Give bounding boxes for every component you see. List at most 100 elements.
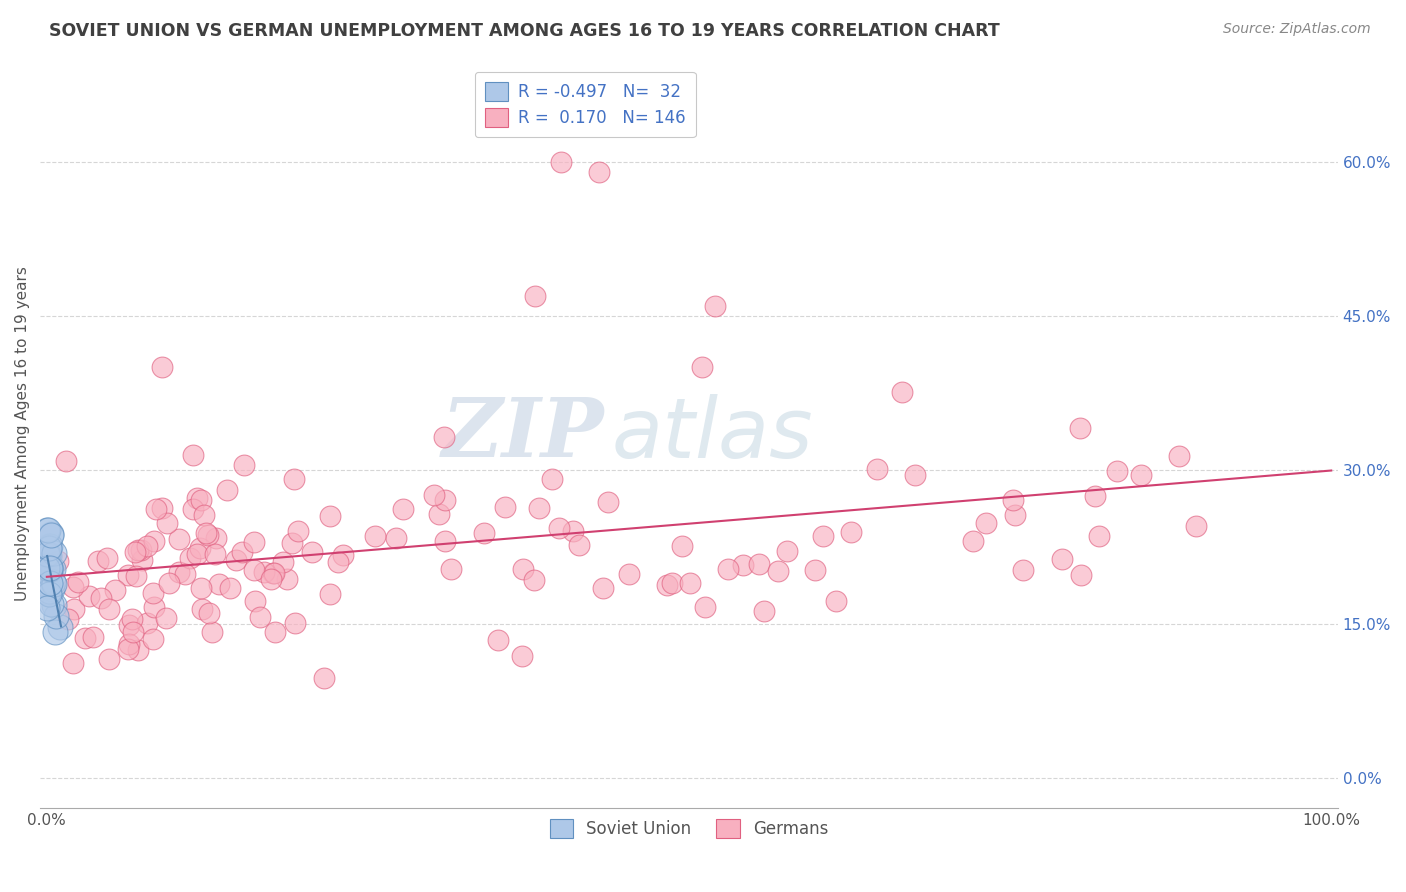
Point: [1069, 421, 1091, 435]
Point: [98, 652, 121, 666]
Point: [747, 558, 769, 572]
Point: [243, 534, 266, 549]
Point: [588, 165, 610, 179]
Point: [703, 299, 725, 313]
Point: [143, 600, 166, 615]
Point: [271, 556, 294, 570]
Point: [205, 531, 228, 545]
Point: [494, 500, 516, 514]
Point: [39, 528, 62, 542]
Point: [284, 615, 307, 630]
Point: [142, 632, 165, 646]
Point: [127, 543, 149, 558]
Point: [150, 500, 173, 515]
Point: [37, 579, 59, 593]
Point: [890, 385, 912, 400]
Point: [155, 516, 177, 531]
Point: [512, 562, 534, 576]
Point: [319, 587, 342, 601]
Point: [42, 598, 65, 612]
Point: [776, 544, 799, 558]
Point: [962, 534, 984, 549]
Point: [1004, 508, 1026, 522]
Point: [45, 609, 67, 624]
Point: [181, 448, 204, 462]
Point: [169, 533, 191, 547]
Point: [550, 155, 572, 169]
Point: [63, 602, 86, 616]
Point: [188, 541, 211, 556]
Point: [866, 462, 889, 476]
Point: [768, 564, 790, 578]
Point: [287, 524, 309, 539]
Point: [440, 562, 463, 576]
Point: [87, 554, 110, 568]
Point: [512, 648, 534, 663]
Point: [262, 566, 284, 581]
Point: [1070, 567, 1092, 582]
Legend: Soviet Union, Germans: Soviet Union, Germans: [543, 813, 835, 845]
Point: [186, 491, 208, 505]
Point: [561, 524, 583, 538]
Point: [67, 574, 90, 589]
Point: [75, 631, 97, 645]
Point: [281, 536, 304, 550]
Point: [243, 562, 266, 576]
Point: [679, 576, 702, 591]
Point: [121, 612, 143, 626]
Point: [204, 547, 226, 561]
Point: [145, 502, 167, 516]
Point: [547, 521, 569, 535]
Point: [392, 502, 415, 516]
Point: [803, 563, 825, 577]
Point: [193, 508, 215, 522]
Point: [56, 612, 79, 626]
Point: [38, 561, 60, 575]
Point: [44, 625, 66, 640]
Point: [661, 576, 683, 591]
Point: [131, 543, 153, 558]
Point: [263, 625, 285, 640]
Point: [1130, 467, 1153, 482]
Point: [124, 545, 146, 559]
Point: [82, 630, 104, 644]
Point: [200, 625, 222, 640]
Point: [39, 562, 62, 576]
Point: [197, 606, 219, 620]
Point: [142, 586, 165, 600]
Point: [136, 616, 159, 631]
Point: [527, 501, 550, 516]
Point: [253, 565, 276, 579]
Point: [46, 554, 69, 568]
Point: [37, 523, 59, 537]
Point: [90, 591, 112, 606]
Point: [385, 531, 408, 545]
Point: [62, 580, 84, 594]
Point: [752, 604, 775, 618]
Point: [39, 526, 62, 541]
Point: [433, 430, 456, 444]
Point: [332, 548, 354, 562]
Point: [125, 568, 148, 582]
Point: [523, 574, 546, 588]
Text: atlas: atlas: [612, 393, 813, 475]
Point: [208, 577, 231, 591]
Point: [157, 576, 180, 591]
Point: [1012, 563, 1035, 577]
Point: [596, 495, 619, 509]
Point: [37, 600, 59, 615]
Point: [328, 555, 350, 569]
Point: [117, 568, 139, 582]
Point: [717, 562, 740, 576]
Point: [1084, 489, 1107, 503]
Point: [731, 558, 754, 572]
Point: [98, 602, 121, 616]
Point: [540, 472, 562, 486]
Point: [42, 575, 65, 590]
Point: [319, 508, 342, 523]
Point: [904, 467, 927, 482]
Y-axis label: Unemployment Among Ages 16 to 19 years: Unemployment Among Ages 16 to 19 years: [15, 267, 30, 601]
Point: [841, 525, 863, 540]
Point: [190, 602, 212, 616]
Point: [37, 585, 59, 599]
